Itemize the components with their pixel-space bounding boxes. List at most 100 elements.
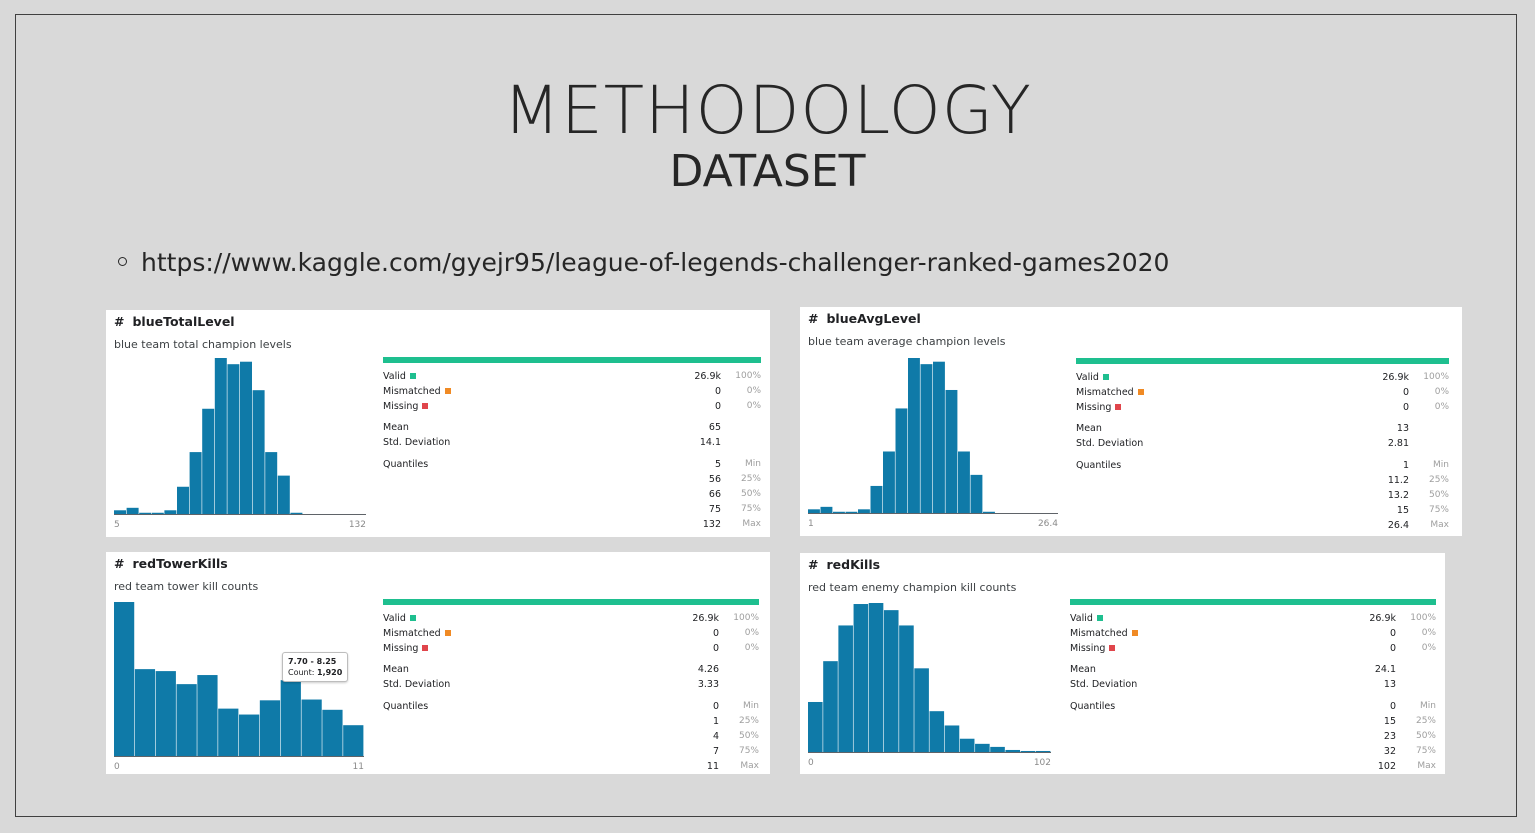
histogram-bar[interactable] [808, 701, 823, 752]
histogram-bar[interactable] [259, 700, 281, 756]
histogram-bar[interactable] [920, 364, 933, 513]
histogram-bar[interactable] [833, 511, 845, 513]
histogram-bar[interactable] [959, 738, 975, 752]
histogram-bar[interactable] [164, 510, 177, 514]
missing-percent: 0% [1434, 402, 1449, 412]
quantile-25-percent: 25% [1428, 475, 1449, 485]
column-header: # redTowerKills [114, 556, 228, 571]
histogram-bar[interactable] [970, 474, 983, 513]
histogram-bar[interactable] [958, 451, 970, 513]
missing-percent: 0% [746, 401, 761, 411]
histogram[interactable] [114, 354, 366, 516]
histogram-bar[interactable] [858, 509, 870, 513]
histogram-bar[interactable] [853, 604, 869, 752]
std-label: Std. Deviation [1070, 679, 1138, 690]
missing-swatch-icon [422, 402, 429, 409]
bullet-link[interactable]: https://www.kaggle.com/gyejr95/league-of… [141, 248, 1170, 277]
axis-min-label: 0 [808, 758, 814, 768]
histogram-bar[interactable] [176, 684, 197, 756]
histogram-bar[interactable] [868, 603, 884, 752]
histogram-bar[interactable] [343, 725, 364, 756]
axis-max-label: 26.4 [1037, 519, 1058, 529]
numeric-type-icon: # [808, 557, 819, 572]
histogram-bar[interactable] [134, 669, 156, 756]
slide-subtitle: DATASET [669, 146, 866, 197]
missing-row: Missing [383, 401, 429, 415]
std-label: Std. Deviation [383, 437, 451, 448]
histogram-bar[interactable] [227, 364, 240, 514]
histogram-bar[interactable] [214, 358, 227, 514]
histogram[interactable] [808, 599, 1051, 754]
histogram-bar[interactable] [322, 709, 343, 756]
histogram-bar[interactable] [883, 451, 895, 513]
histogram-bar[interactable] [944, 725, 960, 752]
histogram-bar[interactable] [280, 680, 301, 756]
histogram-bar[interactable] [945, 389, 958, 513]
column-description: red team enemy champion kill counts [808, 581, 1017, 594]
valid-value: 26.9k [1369, 613, 1396, 624]
histogram[interactable] [808, 354, 1058, 515]
histogram-bar[interactable] [277, 475, 290, 514]
quantile-50-percent: 50% [1415, 731, 1436, 741]
histogram-bar[interactable] [290, 512, 303, 514]
histogram-bar[interactable] [820, 506, 833, 513]
quantile-max-percent: Max [742, 519, 761, 529]
quantile-min-percent: Min [745, 459, 761, 469]
histogram-bar[interactable] [908, 358, 920, 513]
histogram-bar[interactable] [265, 452, 278, 514]
histogram-bar[interactable] [990, 746, 1005, 752]
histogram-bar[interactable] [983, 511, 995, 513]
histogram-bar[interactable] [197, 675, 218, 756]
histogram-bar[interactable] [933, 361, 945, 513]
quantile-25-value: 56 [708, 474, 721, 485]
histogram-bar[interactable] [139, 512, 152, 514]
quantile-max-value: 11 [706, 761, 719, 772]
histogram-bar[interactable] [845, 511, 858, 513]
histogram-bar[interactable] [151, 512, 164, 514]
histogram-bar[interactable] [838, 625, 853, 752]
missing-row: Missing [383, 643, 429, 657]
histogram-bar[interactable] [870, 485, 883, 513]
histogram-bar[interactable] [155, 671, 176, 756]
histogram-bar[interactable] [895, 408, 908, 513]
tooltip-count-value: 1,920 [317, 668, 343, 677]
histogram-bar[interactable] [177, 486, 189, 514]
histogram-bar[interactable] [240, 361, 252, 514]
mismatched-swatch-icon [444, 387, 451, 394]
quantile-75-percent: 75% [738, 746, 759, 756]
histogram-bar[interactable] [202, 408, 215, 514]
histogram-bar[interactable] [252, 390, 265, 514]
axis-max-label: 102 [1033, 758, 1051, 768]
mismatched-swatch-icon [1137, 388, 1144, 395]
quantile-min-row: Quantiles [1076, 460, 1121, 474]
histogram-bar[interactable] [114, 510, 126, 514]
histogram-bar[interactable] [899, 625, 914, 752]
column-description: blue team total champion levels [114, 338, 292, 351]
quantile-max-value: 102 [1377, 761, 1396, 772]
histogram-bar[interactable] [823, 661, 838, 752]
histogram-bar[interactable] [239, 714, 260, 756]
histogram-bar[interactable] [114, 602, 135, 756]
histogram-bar[interactable] [975, 743, 990, 752]
histogram-bar[interactable] [914, 668, 929, 752]
histogram[interactable] [114, 598, 364, 758]
mismatched-label: Mismatched [1070, 628, 1128, 639]
histogram-bar[interactable] [189, 452, 202, 514]
histogram-bar[interactable] [883, 610, 899, 752]
mean-label: Mean [383, 664, 409, 675]
column-header: # blueAvgLevel [808, 311, 921, 326]
quantile-25-value: 15 [1383, 716, 1396, 727]
histogram-bar[interactable] [808, 509, 820, 513]
histogram-bar[interactable] [1035, 750, 1051, 752]
histogram-bar[interactable] [218, 708, 239, 756]
histogram-bar[interactable] [929, 711, 945, 752]
histogram-bar[interactable] [301, 699, 322, 756]
histogram-bar[interactable] [1005, 749, 1021, 752]
histogram-bar[interactable] [1020, 750, 1036, 752]
valid-percent: 100% [1423, 372, 1449, 382]
column-name: blueAvgLevel [826, 311, 921, 326]
histogram-bar[interactable] [126, 507, 139, 514]
mismatched-swatch-icon [444, 629, 451, 636]
quantile-50-value: 23 [1383, 731, 1396, 742]
missing-label: Missing [383, 643, 419, 654]
